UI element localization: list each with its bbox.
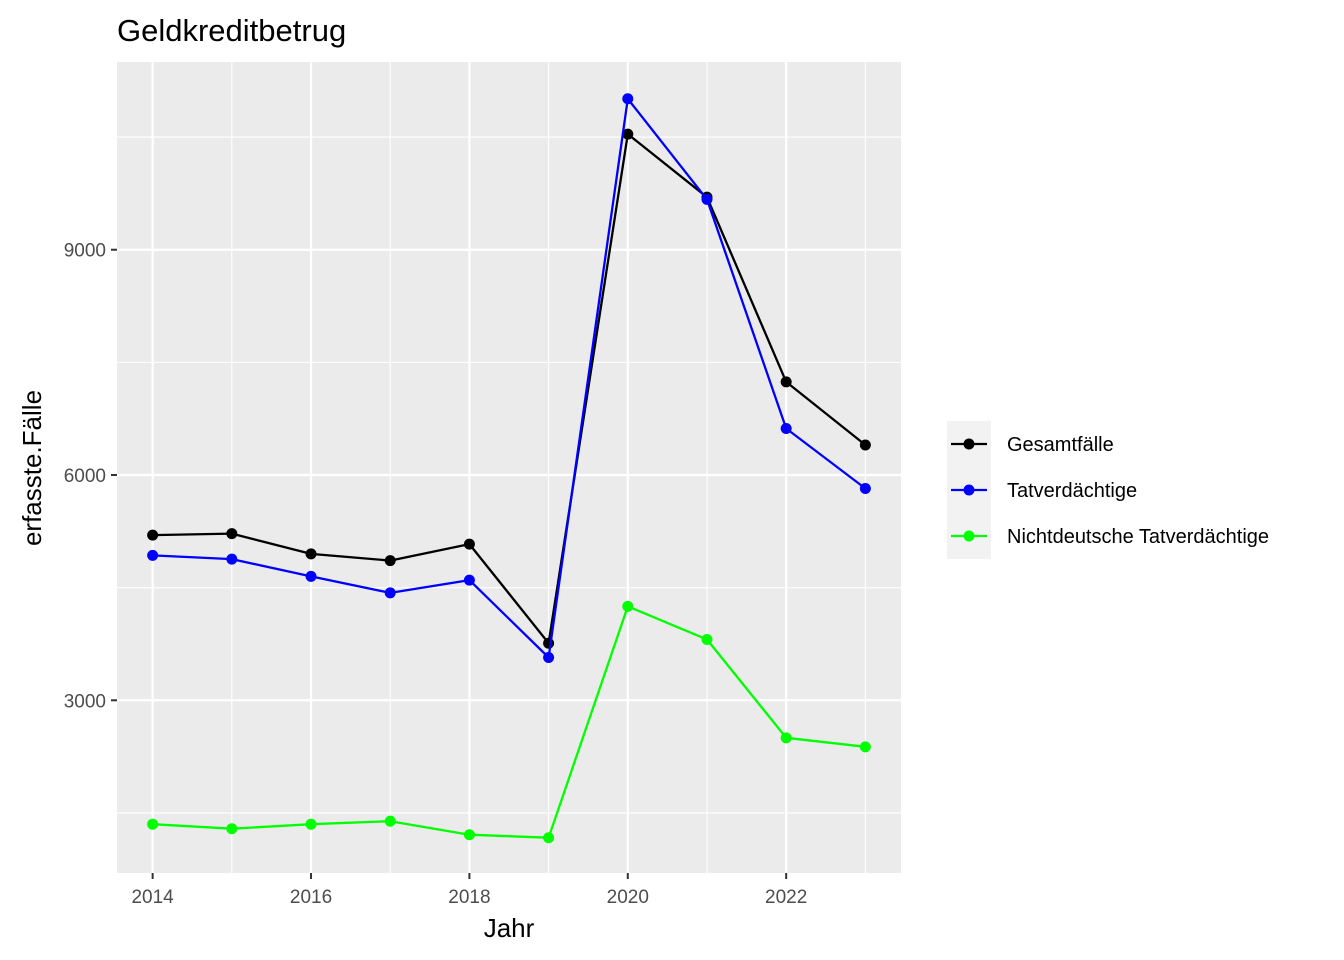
data-point	[305, 570, 317, 582]
data-point	[147, 818, 159, 830]
data-point	[463, 538, 475, 550]
x-tick-label: 2016	[290, 887, 332, 908]
x-axis-title: Jahr	[484, 913, 535, 943]
data-point	[859, 483, 871, 495]
data-point	[226, 553, 238, 565]
y-tick-label: 9000	[64, 241, 106, 262]
y-axis-title: erfasste.Fälle	[17, 390, 47, 546]
x-tick-label: 2020	[607, 887, 649, 908]
plot-panel	[117, 62, 901, 873]
legend-label: Gesamtfälle	[1007, 434, 1114, 456]
data-point	[463, 574, 475, 586]
legend-item: Nichtdeutsche Tatverdächtige	[951, 526, 1269, 548]
data-point	[622, 600, 634, 612]
y-tick-label: 3000	[64, 691, 106, 712]
data-point	[305, 548, 317, 560]
legend-key-point	[963, 484, 975, 496]
axis-ticks	[111, 248, 788, 879]
data-point	[622, 93, 634, 105]
data-point	[543, 651, 555, 663]
legend-label: Tatverdächtige	[1007, 480, 1137, 502]
series-line	[152, 132, 867, 645]
chart-title: Geldkreditbetrug	[117, 13, 346, 48]
data-point	[384, 815, 396, 827]
legend-key-point	[963, 438, 975, 450]
data-point	[701, 633, 713, 645]
legend: Gesamtfälle Tatverdächtige Nichtdeutsche T…	[947, 421, 1269, 559]
data-point	[384, 555, 396, 567]
x-tick-label: 2022	[765, 887, 807, 908]
y-tick-label: 6000	[64, 466, 106, 487]
data-point	[859, 439, 871, 451]
data-point	[780, 376, 792, 388]
series-3	[147, 600, 871, 844]
series-layer	[147, 93, 871, 844]
series-line	[152, 605, 866, 839]
series-line	[152, 97, 867, 659]
data-point	[226, 528, 238, 540]
x-axis-tick-labels: 2014 2016 2018 2020 2022	[131, 887, 807, 908]
data-point	[543, 637, 555, 649]
data-point	[622, 128, 634, 140]
y-axis-tick-labels: 3000 6000 9000	[64, 241, 106, 713]
x-tick-label: 2018	[448, 887, 490, 908]
data-point	[305, 818, 317, 830]
legend-key-point	[963, 530, 975, 542]
legend-label: Nichtdeutsche Tatverdächtige	[1007, 526, 1269, 548]
data-point	[384, 587, 396, 599]
data-point	[226, 823, 238, 835]
data-point	[463, 829, 475, 841]
data-point	[780, 422, 792, 434]
series-2	[147, 93, 871, 663]
data-point	[543, 832, 555, 844]
data-point	[780, 732, 792, 744]
data-point	[859, 741, 871, 753]
x-tick-label: 2014	[131, 887, 174, 908]
legend-item: Tatverdächtige	[951, 480, 1137, 502]
data-point	[147, 549, 159, 561]
legend-item: Gesamtfälle	[951, 434, 1114, 456]
data-point	[147, 529, 159, 541]
data-point	[701, 193, 713, 205]
